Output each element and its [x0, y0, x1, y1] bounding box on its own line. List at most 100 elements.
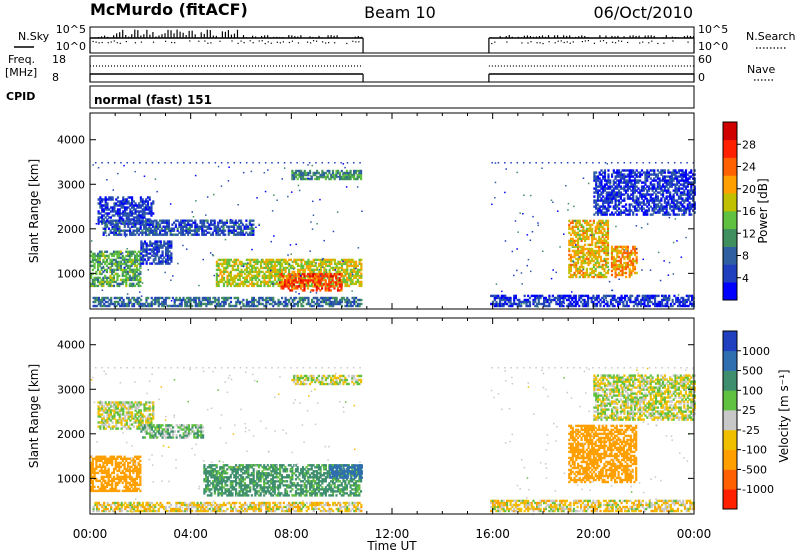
echo-cell	[291, 272, 294, 276]
echo-cell	[558, 296, 562, 300]
echo-dot	[284, 304, 287, 306]
echo-cell	[217, 227, 220, 230]
echo-cell	[580, 233, 583, 237]
echo-cell	[174, 225, 177, 228]
echo-cell	[623, 197, 626, 200]
echo-cell	[315, 285, 318, 288]
echo-cell	[660, 171, 663, 174]
echo-cell	[626, 213, 629, 216]
echo-cell	[123, 260, 126, 264]
noise-search-dot	[621, 40, 623, 42]
echo-cell	[130, 254, 133, 258]
echo-cell	[626, 189, 629, 192]
echo-cell	[490, 294, 493, 298]
echo-cell	[314, 278, 317, 282]
echo-cell	[206, 227, 209, 230]
echo-cell	[137, 278, 140, 282]
echo-cell	[656, 197, 659, 200]
echo-cell	[323, 258, 326, 262]
echo-dot	[495, 283, 498, 285]
echo-cell	[676, 179, 679, 182]
echo-cell	[575, 263, 578, 267]
echo-cell	[157, 244, 161, 247]
echo-cell	[298, 264, 301, 268]
echo-cell	[293, 302, 296, 306]
echo-cell	[635, 181, 638, 184]
echo-cell	[106, 304, 109, 308]
echo-cell	[683, 173, 686, 176]
echo-cell	[649, 213, 652, 216]
echo-cell	[192, 229, 195, 232]
echo-cell	[112, 270, 116, 274]
echo-cell	[265, 266, 268, 270]
echo-cell	[321, 264, 324, 268]
echo-cell	[328, 171, 331, 175]
echo-cell	[635, 255, 638, 259]
echo-cell	[605, 249, 608, 253]
echo-cell	[167, 221, 170, 224]
echo-cell	[124, 202, 127, 205]
echo-cell	[213, 227, 216, 230]
echo-cell	[667, 203, 670, 206]
echo-cell	[633, 259, 637, 263]
echo-cell	[203, 229, 206, 232]
echo-cell	[227, 233, 230, 236]
echo-cell	[319, 300, 322, 304]
echo-cell	[633, 177, 637, 180]
echo-cell	[337, 262, 340, 266]
echo-cell	[596, 211, 600, 214]
echo-cell	[337, 260, 340, 264]
echo-cell	[308, 273, 311, 276]
echo-cell	[691, 296, 694, 300]
noise-tick-low-left: 10^0	[56, 40, 86, 53]
echo-cell	[356, 175, 359, 179]
echo-cell	[635, 257, 638, 261]
echo-cell	[168, 240, 171, 243]
echo-cell	[580, 263, 583, 267]
echo-cell	[166, 304, 169, 308]
echo-cell	[168, 250, 171, 253]
echo-cell	[623, 173, 626, 176]
echo-cell	[653, 211, 656, 214]
echo-cell	[665, 209, 668, 212]
echo-cell	[233, 280, 236, 284]
echo-cell	[123, 223, 126, 226]
echo-cell	[231, 268, 234, 272]
echo-cell	[665, 191, 668, 194]
echo-cell	[303, 268, 307, 272]
noise-search-dot	[171, 41, 173, 44]
echo-cell	[582, 233, 585, 237]
echo-cell	[251, 270, 254, 274]
echo-cell	[504, 302, 507, 306]
echo-cell	[328, 275, 331, 278]
echo-cell	[310, 275, 313, 278]
echo-cell	[618, 211, 621, 214]
echo-cell	[274, 264, 277, 268]
echo-cell	[134, 262, 137, 266]
echo-cell	[97, 280, 100, 284]
echo-cell	[178, 223, 181, 226]
echo-cell	[580, 255, 583, 259]
echo-cell	[602, 201, 605, 204]
echo-cell	[655, 205, 658, 208]
echo-cell	[618, 169, 621, 172]
echo-cell	[587, 249, 590, 253]
echo-cell	[639, 207, 642, 210]
echo-cell	[342, 177, 345, 181]
echo-cell	[111, 198, 114, 201]
echo-cell	[231, 219, 234, 222]
echo-cell	[116, 208, 120, 211]
echo-cell	[300, 169, 303, 173]
echo-cell	[178, 304, 181, 308]
echo-cell	[139, 223, 142, 226]
echo-cell	[180, 219, 183, 222]
echo-cell	[632, 185, 635, 188]
echo-cell	[590, 300, 593, 304]
echo-cell	[259, 280, 263, 284]
echo-cell	[100, 252, 103, 256]
echo-cell	[686, 191, 689, 194]
echo-cell	[582, 273, 585, 277]
echo-cell	[643, 304, 646, 308]
echo-cell	[633, 183, 637, 186]
echo-cell	[294, 281, 297, 284]
